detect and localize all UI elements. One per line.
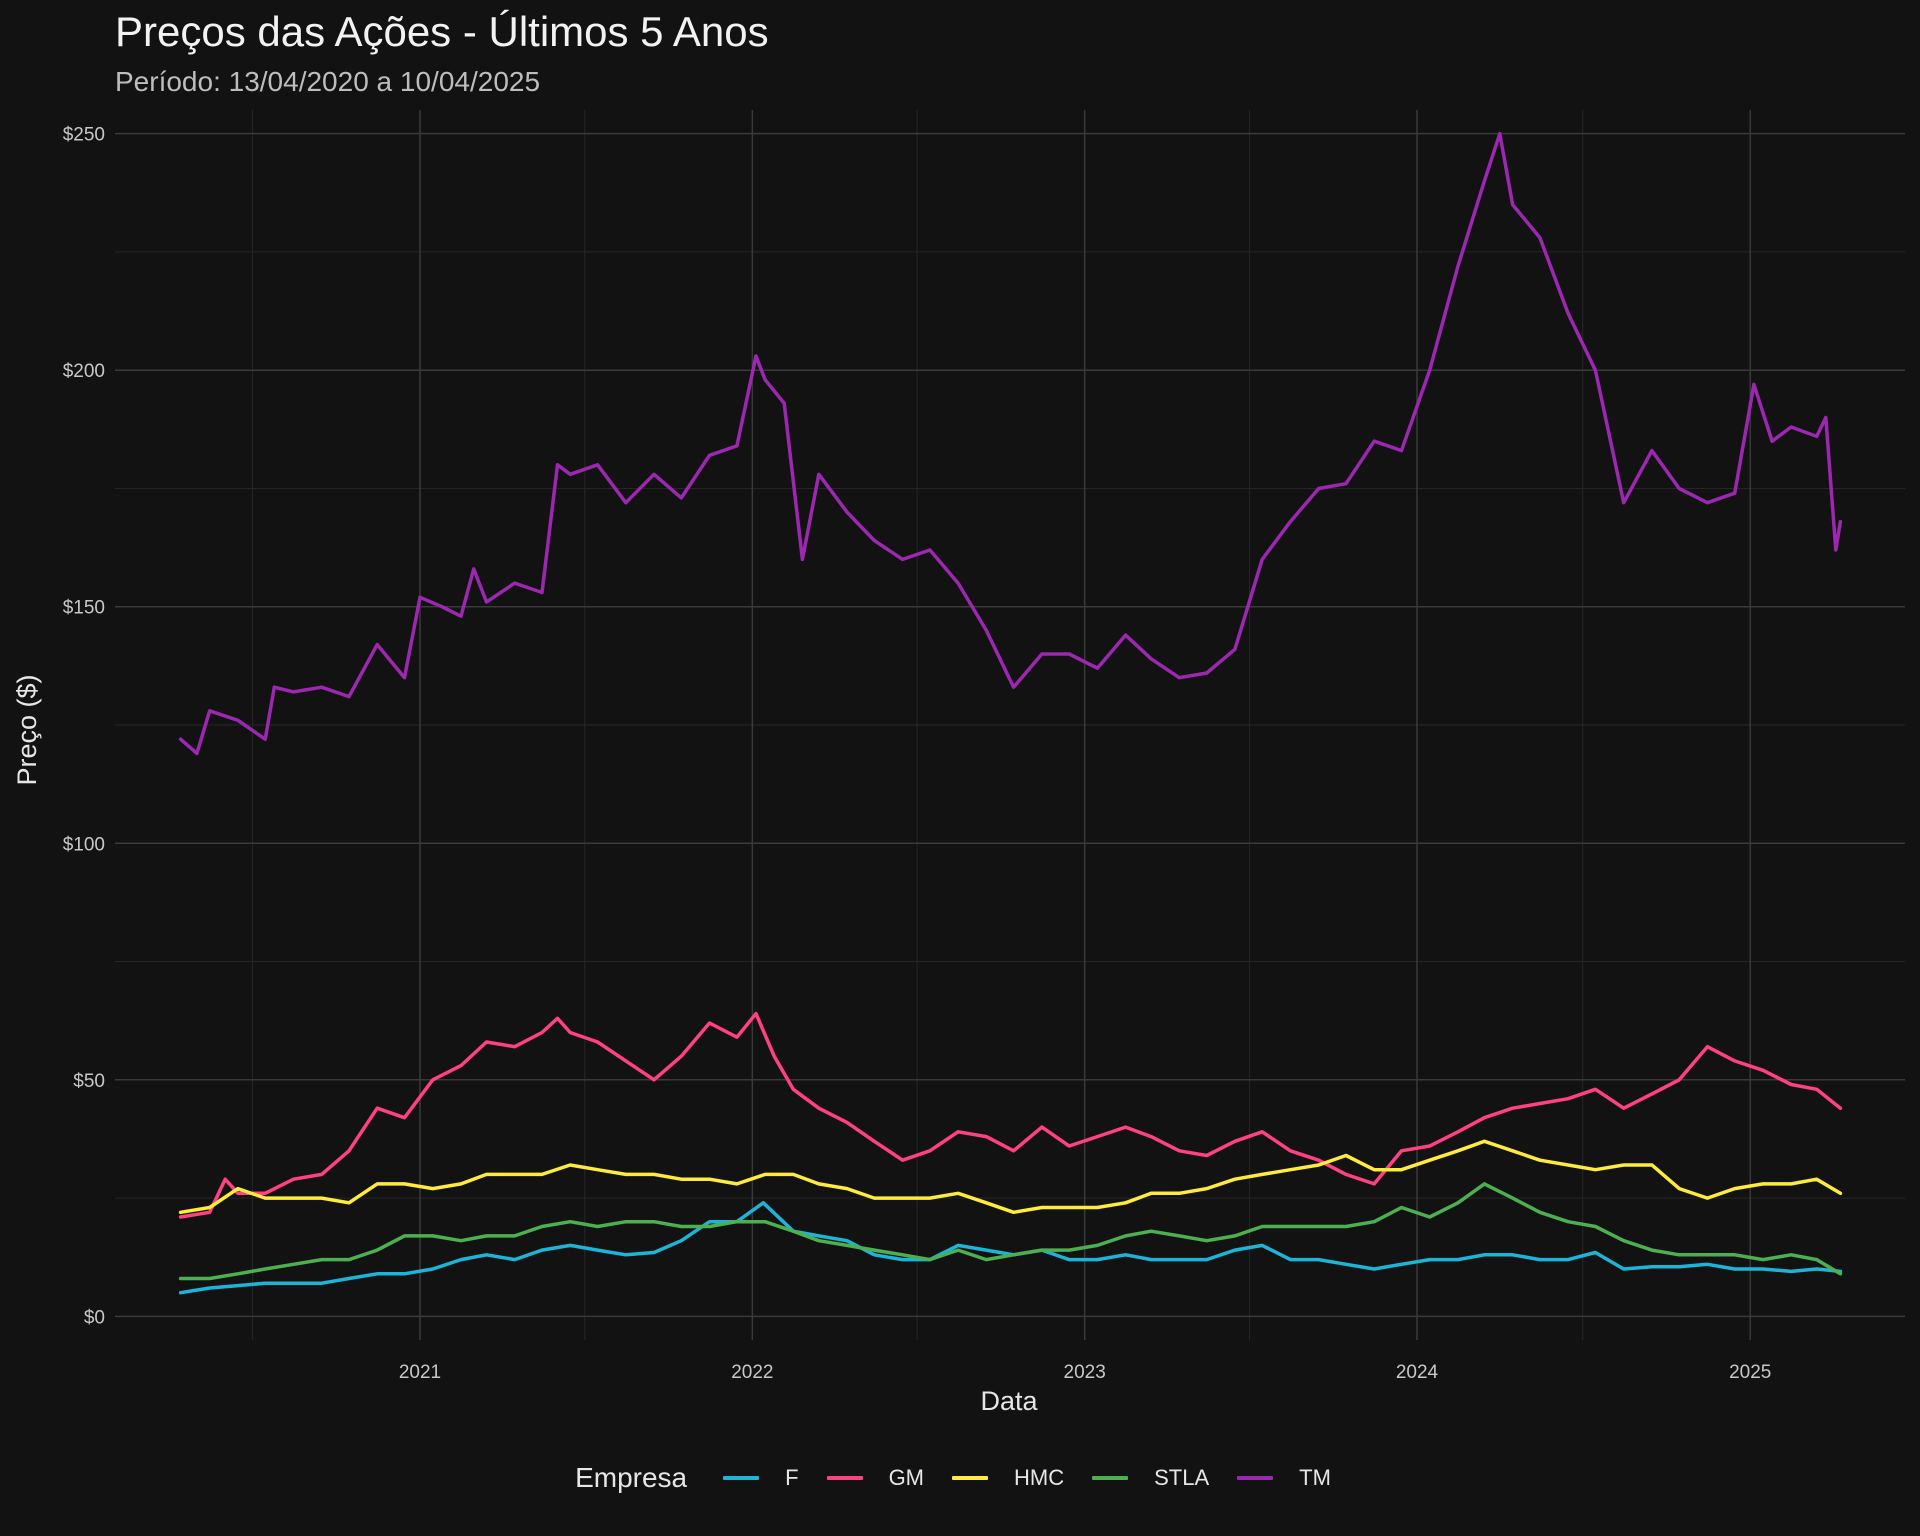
legend-label: HMC bbox=[1014, 1465, 1065, 1490]
y-tick-label: $100 bbox=[63, 834, 105, 855]
y-tick-label: $0 bbox=[84, 1307, 105, 1328]
x-tick-label: 2024 bbox=[1396, 1362, 1439, 1383]
series-line-hmc bbox=[178, 1139, 1843, 1215]
legend-label: F bbox=[785, 1465, 799, 1490]
y-tick-label: $250 bbox=[63, 125, 105, 146]
legend-item-stla: STLA bbox=[1092, 1465, 1209, 1491]
legend-title: Empresa bbox=[575, 1462, 688, 1493]
y-tick-label: $50 bbox=[73, 1071, 105, 1092]
grid-lines bbox=[115, 110, 1905, 1340]
legend-item-gm: GM bbox=[826, 1465, 925, 1491]
legend-label: STLA bbox=[1154, 1465, 1210, 1490]
x-tick-label: 2023 bbox=[1064, 1362, 1106, 1383]
chart-subtitle: Período: 13/04/2020 a 10/04/2025 bbox=[115, 66, 541, 97]
series-line-stla bbox=[178, 1182, 1843, 1281]
tick-labels: $0 $50 $100 $150 $200 $250 2021 2022 2023 2024 202… bbox=[63, 125, 1772, 1383]
legend-swatch bbox=[952, 1476, 989, 1480]
series-line-f bbox=[178, 1201, 1843, 1295]
series-line-tm bbox=[178, 131, 1843, 756]
legend-swatch bbox=[723, 1476, 760, 1480]
legend: Empresa F GM HMC STLA TM bbox=[0, 1462, 1920, 1494]
legend-item-f: F bbox=[723, 1465, 799, 1491]
legend-items: F GM HMC STLA TM bbox=[709, 1465, 1345, 1491]
legend-item-tm: TM bbox=[1237, 1465, 1331, 1491]
y-axis-label: Preço ($) bbox=[12, 674, 42, 785]
legend-swatch bbox=[1092, 1476, 1129, 1480]
series-line-gm bbox=[178, 1011, 1843, 1219]
x-tick-label: 2025 bbox=[1729, 1362, 1771, 1383]
y-tick-label: $150 bbox=[63, 598, 105, 619]
legend-swatch bbox=[1237, 1476, 1274, 1480]
series-lines bbox=[178, 131, 1843, 1295]
legend-item-hmc: HMC bbox=[952, 1465, 1064, 1491]
x-tick-label: 2021 bbox=[399, 1362, 441, 1383]
x-axis-label: Data bbox=[980, 1386, 1038, 1416]
legend-swatch bbox=[826, 1476, 863, 1480]
y-tick-label: $200 bbox=[63, 361, 105, 382]
chart-title: Preços das Ações - Últimos 5 Anos bbox=[115, 8, 769, 55]
legend-label: GM bbox=[888, 1465, 925, 1490]
x-tick-label: 2022 bbox=[731, 1362, 773, 1383]
legend-label: TM bbox=[1299, 1465, 1331, 1490]
